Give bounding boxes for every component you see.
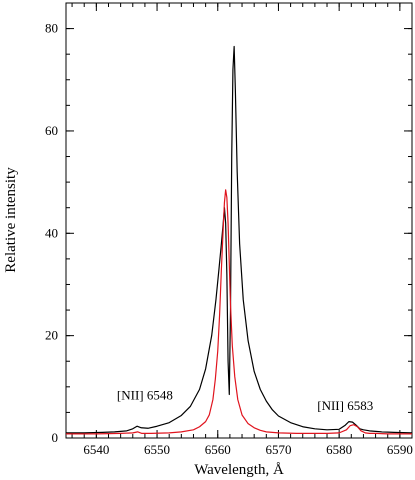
x-tick-labels: 6540 6550 6560 6570 6580 6590 [83, 442, 413, 457]
major-ticks [66, 3, 412, 439]
plot-frame [65, 2, 413, 439]
annotation-label: [NII] 6583 [317, 398, 373, 413]
y-tick-label: 0 [52, 430, 59, 445]
annotations: [NII] 6548 [NII] 6583 [117, 388, 373, 413]
x-tick-label: 6540 [83, 442, 109, 457]
y-tick-label: 60 [45, 123, 58, 138]
x-tick-label: 6580 [326, 442, 352, 457]
y-tick-label: 80 [45, 21, 58, 36]
annotation-label: [NII] 6548 [117, 388, 173, 403]
y-tick-labels: 0 20 40 60 80 [45, 21, 58, 445]
x-tick-label: 6560 [205, 442, 231, 457]
x-tick-label: 6550 [144, 442, 170, 457]
y-tick-label: 20 [45, 328, 58, 343]
x-tick-label: 6590 [387, 442, 413, 457]
x-tick-label: 6570 [265, 442, 291, 457]
series-line-1 [66, 45, 413, 434]
x-axis-title: Wavelength, Å [194, 462, 284, 478]
series-group [66, 45, 413, 435]
y-axis-title: Relative intensity [3, 167, 19, 273]
y-tick-label: 40 [45, 225, 58, 240]
series-line-2 [66, 189, 412, 435]
